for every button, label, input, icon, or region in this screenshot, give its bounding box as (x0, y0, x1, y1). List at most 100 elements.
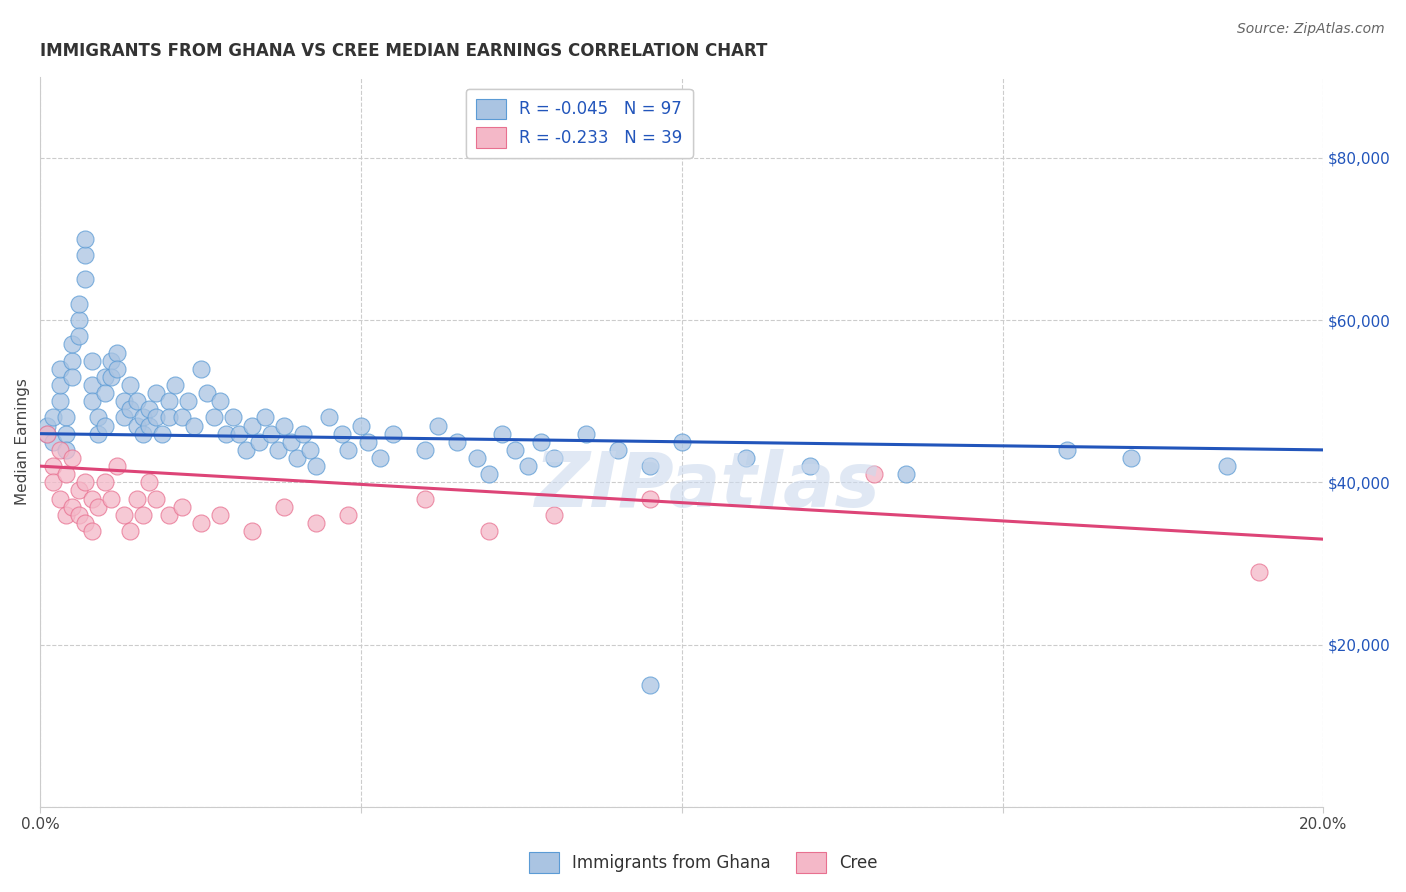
Point (446, 434, 468, 449)
Point (75, 232, 97, 246)
Y-axis label: Median Earnings: Median Earnings (15, 378, 30, 505)
Point (260, 426, 283, 441)
Point (543, 508, 565, 522)
Point (305, 516, 328, 530)
Point (93, 386, 115, 401)
Point (48, 442, 70, 457)
Point (638, 491, 661, 506)
Point (105, 361, 128, 376)
Point (75, 248, 97, 262)
Point (228, 426, 250, 441)
Point (215, 426, 238, 441)
Text: ZIPatlas: ZIPatlas (534, 449, 880, 523)
Point (87, 500, 110, 514)
Point (100, 369, 122, 384)
Point (67, 483, 90, 498)
Point (606, 442, 628, 457)
Point (87, 410, 110, 425)
Point (112, 394, 135, 409)
Point (145, 386, 167, 401)
Point (235, 442, 257, 457)
Point (273, 500, 295, 514)
Point (1249, 565, 1271, 579)
Point (799, 459, 821, 474)
Point (478, 467, 501, 482)
Point (48, 361, 70, 376)
Point (222, 410, 245, 425)
Point (120, 524, 142, 538)
Point (93, 475, 115, 490)
Point (370, 450, 392, 465)
Point (298, 442, 321, 457)
Point (157, 410, 180, 425)
Point (80, 353, 103, 368)
Point (35, 426, 58, 441)
Point (48, 378, 70, 392)
Point (240, 418, 263, 433)
Point (80, 394, 103, 409)
Point (491, 426, 513, 441)
Point (145, 491, 167, 506)
Text: IMMIGRANTS FROM GHANA VS CREE MEDIAN EARNINGS CORRELATION CHART: IMMIGRANTS FROM GHANA VS CREE MEDIAN EAR… (41, 42, 768, 60)
Point (575, 426, 598, 441)
Point (202, 410, 225, 425)
Point (42, 475, 65, 490)
Point (42, 410, 65, 425)
Point (863, 467, 886, 482)
Point (735, 450, 758, 465)
Point (48, 491, 70, 506)
Point (318, 410, 340, 425)
Point (503, 442, 526, 457)
Point (638, 678, 661, 692)
Point (42, 434, 65, 449)
Point (62, 337, 84, 351)
Point (105, 345, 128, 359)
Point (62, 450, 84, 465)
Point (55, 508, 77, 522)
Point (253, 410, 276, 425)
Point (67, 329, 90, 343)
Point (125, 418, 148, 433)
Point (267, 442, 290, 457)
Point (413, 491, 436, 506)
Point (120, 402, 142, 417)
Point (55, 426, 77, 441)
Point (190, 361, 212, 376)
Point (280, 434, 302, 449)
Point (62, 353, 84, 368)
Point (1216, 459, 1239, 474)
Point (100, 353, 122, 368)
Point (35, 418, 58, 433)
Point (93, 418, 115, 433)
Point (530, 434, 553, 449)
Point (427, 418, 450, 433)
Point (478, 524, 501, 538)
Point (75, 516, 97, 530)
Point (132, 410, 155, 425)
Point (638, 459, 661, 474)
Point (55, 410, 77, 425)
Point (62, 369, 84, 384)
Point (157, 394, 180, 409)
Point (112, 508, 135, 522)
Point (112, 410, 135, 425)
Point (100, 491, 122, 506)
Point (337, 442, 360, 457)
Point (516, 459, 538, 474)
Point (356, 434, 378, 449)
Point (208, 508, 231, 522)
Legend: R = -0.045   N = 97, R = -0.233   N = 39: R = -0.045 N = 97, R = -0.233 N = 39 (465, 88, 693, 158)
Point (80, 378, 103, 392)
Point (138, 418, 160, 433)
Point (105, 459, 128, 474)
Point (35, 426, 58, 441)
Point (67, 508, 90, 522)
Point (75, 272, 97, 286)
Point (165, 378, 187, 392)
Point (195, 386, 218, 401)
Point (543, 450, 565, 465)
Point (305, 459, 328, 474)
Point (150, 426, 173, 441)
Point (350, 418, 373, 433)
Point (337, 508, 360, 522)
